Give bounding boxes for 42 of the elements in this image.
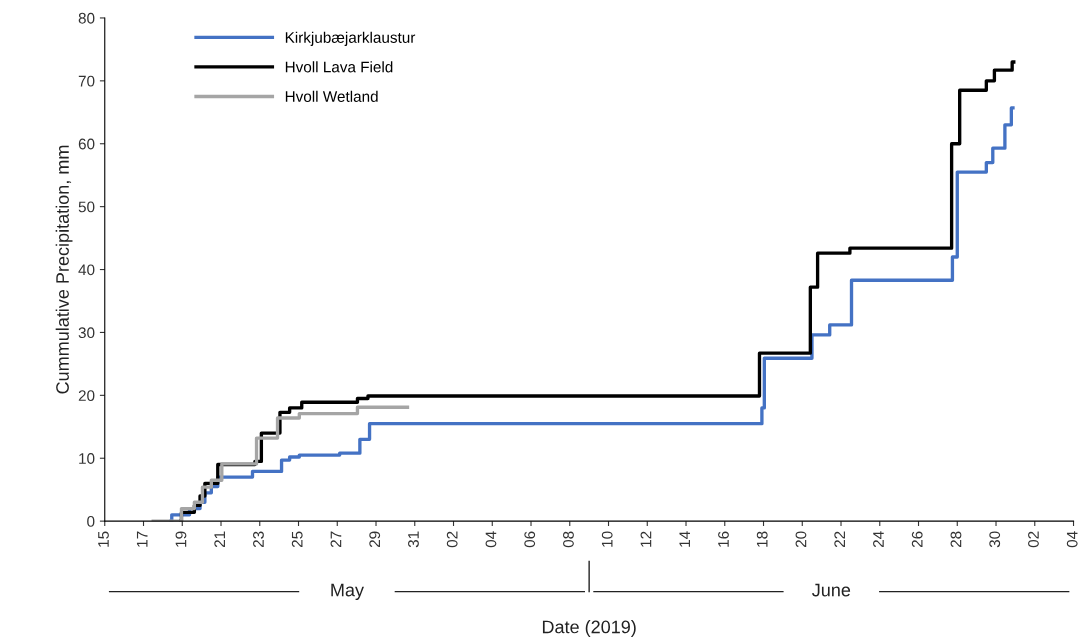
text: June bbox=[812, 583, 851, 597]
x-tick-label: 04 bbox=[1066, 531, 1078, 548]
x-tick-label: 21 bbox=[214, 531, 225, 548]
x-tick-label: 16 bbox=[718, 531, 729, 547]
x-tick-label: 26 bbox=[911, 531, 923, 548]
x-tick-label: 27 bbox=[330, 531, 342, 548]
x-tick-label: 25 bbox=[291, 531, 303, 548]
x-tick-label: 18 bbox=[756, 531, 768, 547]
x-tick-label: 15 bbox=[98, 531, 109, 547]
x-tick-label: 23 bbox=[253, 531, 264, 548]
legend-label: Kirkjubæjarklaustur bbox=[285, 31, 416, 46]
x-tick-label: 29 bbox=[369, 531, 381, 548]
x-tick-label: 22 bbox=[834, 531, 845, 548]
x-tick-label: 10 bbox=[601, 531, 613, 547]
y-tick-label: 50 bbox=[78, 201, 95, 213]
y-axis-title: Cummulative Precipitation, mm bbox=[55, 145, 73, 394]
y-tick-label: 30 bbox=[78, 327, 95, 339]
x-tick-label: 19 bbox=[175, 531, 187, 547]
y-tick-label: 60 bbox=[78, 138, 95, 150]
x-tick-label: 30 bbox=[989, 531, 1001, 548]
x-tick-label: 02 bbox=[1028, 531, 1039, 548]
x-axis-title: Date (2019) bbox=[542, 620, 636, 637]
x-tick-label: 12 bbox=[640, 531, 652, 547]
text: May bbox=[331, 583, 364, 600]
y-tick-label: 70 bbox=[78, 75, 95, 87]
y-tick-label: 40 bbox=[78, 264, 95, 276]
x-tick-label: 08 bbox=[563, 531, 574, 548]
y-tick-label: 0 bbox=[87, 516, 95, 527]
x-tick-label: 31 bbox=[408, 531, 419, 548]
x-tick-label: 06 bbox=[524, 531, 536, 548]
x-tick-label: 17 bbox=[136, 531, 148, 547]
legend-label: Hvoll Wetland bbox=[285, 90, 378, 102]
y-tick-label: 10 bbox=[79, 453, 95, 464]
y-tick-label: 80 bbox=[78, 12, 95, 24]
legend-label: Hvoll Lava Field bbox=[285, 61, 393, 73]
x-tick-label: 28 bbox=[950, 531, 962, 548]
x-tick-label: 14 bbox=[679, 531, 690, 547]
x-tick-label: 24 bbox=[873, 531, 884, 548]
y-tick-label: 20 bbox=[78, 390, 95, 402]
x-tick-label: 04 bbox=[485, 531, 497, 548]
x-tick-label: 02 bbox=[446, 531, 458, 548]
x-tick-label: 20 bbox=[795, 531, 807, 548]
